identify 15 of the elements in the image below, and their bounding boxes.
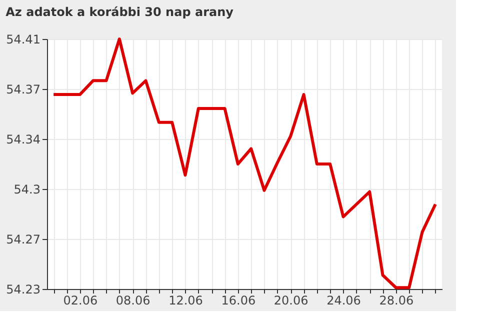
y-tick-label: 54.41 bbox=[6, 32, 40, 46]
chart-title: Az adatok a korábbi 30 nap arany bbox=[6, 5, 234, 19]
x-tick-label: 24.06 bbox=[326, 294, 361, 308]
x-tick-label: 02.06 bbox=[63, 294, 98, 308]
y-tick-label: 54.23 bbox=[6, 282, 40, 296]
line-series bbox=[52, 38, 437, 290]
x-tick-label: 08.06 bbox=[116, 294, 150, 308]
y-tick-label: 54.34 bbox=[6, 132, 40, 146]
x-tick-label: 16.06 bbox=[221, 294, 256, 308]
x-tick-label: 20.06 bbox=[274, 294, 308, 308]
x-tick-label: 28.06 bbox=[379, 294, 414, 308]
y-tick-label: 54.37 bbox=[6, 82, 40, 96]
y-tick-label: 54.27 bbox=[6, 232, 40, 246]
y-tick-label: 54.3 bbox=[14, 182, 40, 196]
x-tick-label: 12.06 bbox=[168, 294, 203, 308]
